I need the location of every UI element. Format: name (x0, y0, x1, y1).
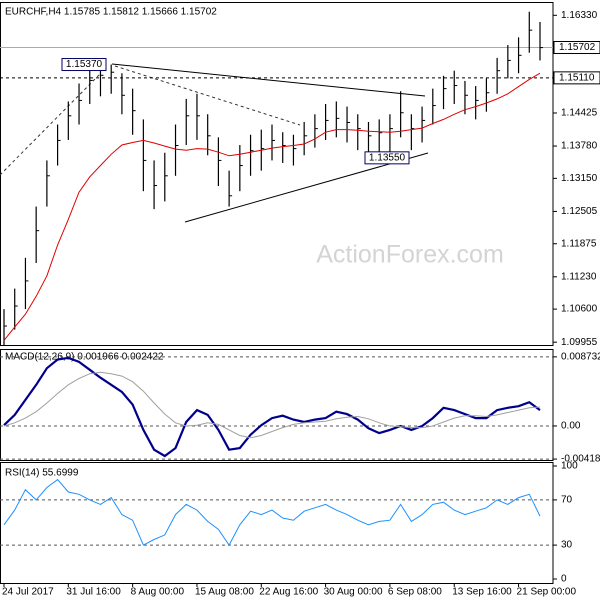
price-label-box (553, 41, 600, 55)
trend-line (184, 152, 429, 223)
y-tick-label: 1.11875 (561, 238, 597, 249)
y-tick-label: 1.13780 (561, 141, 598, 152)
price-label: 1.15110 (559, 73, 595, 84)
x-tick-label: 21 Sep 00:00 (517, 587, 577, 598)
x-tick-label: 13 Sep 16:00 (452, 587, 512, 598)
channel-line (114, 65, 301, 126)
x-tick-label: 6 Sep 08:00 (388, 587, 442, 598)
price-label: 1.15702 (559, 42, 596, 53)
price-annotation: 1.13550 (369, 152, 406, 163)
x-tick-label: 31 Jul 16:00 (66, 587, 121, 598)
x-tick-label: 15 Aug 08:00 (195, 587, 254, 598)
y-tick-label: 1.09955 (561, 337, 598, 348)
rsi-panel-frame (0, 462, 554, 584)
y-tick-label: 0.00 (561, 421, 581, 432)
x-tick-label: 30 Aug 00:00 (324, 587, 383, 598)
moving-average (3, 72, 541, 341)
trend-line (111, 63, 426, 97)
y-tick-label: 1.14425 (561, 108, 598, 119)
y-tick-label: 1.12505 (561, 206, 598, 217)
price-annotation-box (364, 151, 410, 165)
y-tick-label: -0.004184 (561, 454, 600, 465)
y-tick-label: 0 (561, 574, 567, 585)
panel-title: EURCHF,H4 1.15785 1.15812 1.15666 1.1570… (5, 7, 217, 18)
macd-panel-frame (0, 349, 554, 461)
rsi-line (3, 478, 541, 547)
x-tick-label: 8 Aug 00:00 (131, 587, 185, 598)
x-tick-label: 22 Aug 16:00 (259, 587, 318, 598)
macd-line (3, 356, 541, 458)
panel-title: RSI(14) 55.6999 (5, 468, 79, 479)
y-tick-label: 100 (561, 461, 578, 472)
x-tick-label: 24 Jul 2017 (2, 587, 54, 598)
y-tick-label: 1.16330 (561, 10, 598, 21)
price-annotation-box (61, 58, 107, 72)
y-tick-label: 70 (561, 495, 573, 506)
y-tick-label: 1.10600 (561, 304, 598, 315)
y-tick-label: 0.008732 (561, 352, 600, 363)
y-tick-label: 30 (561, 540, 573, 551)
price-label-box (553, 71, 600, 85)
plot-layer: EURCHF,H4 1.15785 1.15812 1.15666 1.1570… (0, 7, 600, 598)
signal-line (3, 371, 541, 439)
watermark: ActionForex.com (316, 241, 504, 269)
y-tick-label: 1.11230 (561, 271, 597, 282)
price-annotation: 1.15370 (66, 59, 103, 70)
y-tick-label: 1.13150 (561, 173, 598, 184)
